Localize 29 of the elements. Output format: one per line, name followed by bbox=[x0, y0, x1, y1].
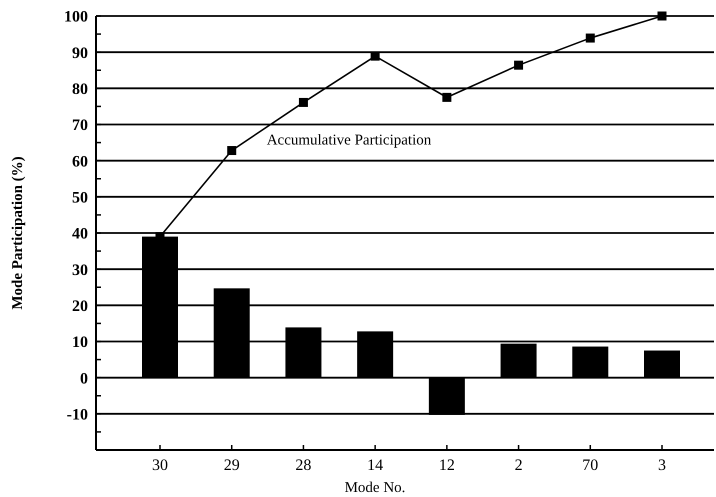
x-axis-title: Mode No. bbox=[344, 480, 406, 496]
y-tick-label: 40 bbox=[72, 226, 88, 243]
x-tick-label: 70 bbox=[582, 457, 598, 474]
y-tick-label: 30 bbox=[72, 262, 88, 279]
y-tick-label: 80 bbox=[72, 80, 88, 98]
point bbox=[586, 34, 595, 43]
x-tick-label: 14 bbox=[367, 457, 384, 474]
y-tick-label: 100 bbox=[64, 8, 88, 26]
point bbox=[658, 12, 666, 20]
y-tick-label: 50 bbox=[72, 189, 88, 206]
x-tick-label: 30 bbox=[152, 457, 168, 474]
x-tick-label: 12 bbox=[438, 457, 455, 474]
y-tick-label: 70 bbox=[72, 117, 88, 134]
x-tick-label: 28 bbox=[295, 457, 312, 474]
x-tick-label: 2 bbox=[514, 457, 523, 474]
y-tick-label: 10 bbox=[72, 334, 88, 352]
x-tick-label: 29 bbox=[224, 457, 240, 474]
y-tick-label: 60 bbox=[72, 153, 88, 170]
y-tick-label: 90 bbox=[72, 44, 88, 62]
y-tick-label: -10 bbox=[66, 406, 88, 424]
y-tick-label: 20 bbox=[72, 298, 88, 315]
series-label: Accumulative Participation bbox=[266, 132, 432, 149]
point bbox=[442, 92, 452, 102]
point bbox=[227, 146, 236, 156]
point bbox=[514, 60, 524, 70]
y-tick-label: 0 bbox=[80, 370, 88, 388]
x-tick-label: 3 bbox=[658, 457, 666, 474]
y-axis-title: Mode Participation (%) bbox=[10, 156, 26, 310]
point bbox=[298, 98, 308, 107]
